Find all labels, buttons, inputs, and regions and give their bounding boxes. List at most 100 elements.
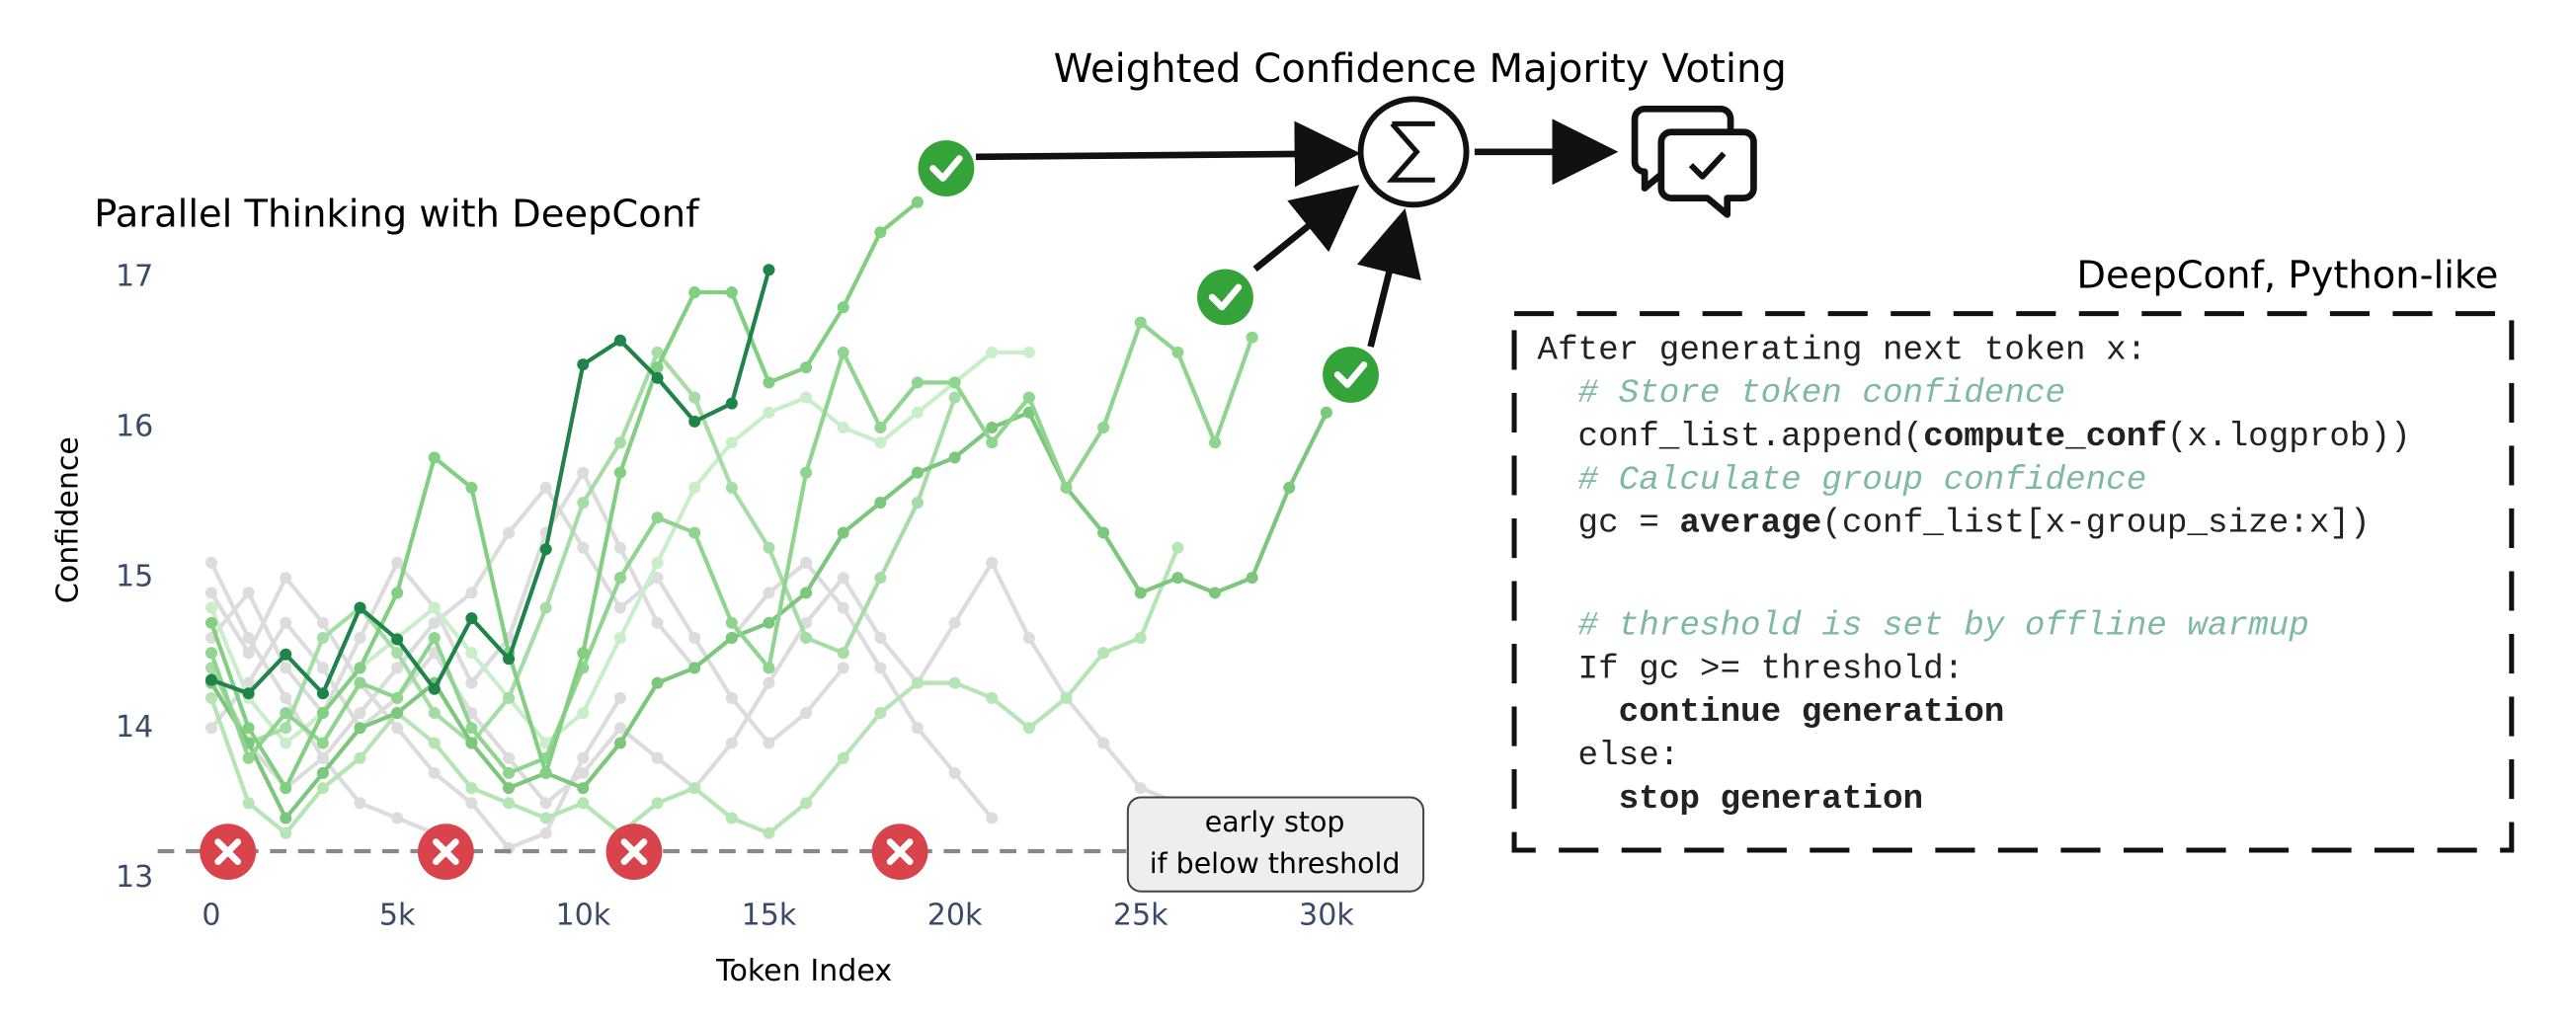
confidence-point bbox=[204, 722, 218, 735]
confidence-point bbox=[1171, 572, 1184, 585]
confidence-point bbox=[837, 301, 849, 314]
confidence-point bbox=[577, 707, 590, 720]
confidence-point bbox=[763, 406, 775, 419]
confidence-point bbox=[577, 766, 590, 779]
confidence-point bbox=[986, 556, 999, 569]
confidence-point bbox=[354, 676, 366, 689]
confidence-point bbox=[316, 687, 329, 700]
confidence-point bbox=[539, 826, 552, 839]
confidence-point bbox=[280, 737, 292, 749]
confidence-point bbox=[613, 466, 626, 479]
x-tick-label: 30k bbox=[1299, 898, 1354, 932]
confidence-point bbox=[911, 722, 924, 735]
series bbox=[204, 541, 1184, 839]
confidence-point bbox=[204, 691, 218, 704]
confidence-point bbox=[465, 797, 478, 810]
series bbox=[204, 406, 1332, 825]
confidence-point bbox=[874, 436, 887, 449]
code-segment: # Calculate group confidence bbox=[1537, 461, 2146, 500]
confidence-point bbox=[948, 376, 961, 389]
series bbox=[204, 196, 924, 795]
y-tick-label: 15 bbox=[116, 560, 153, 594]
confidence-point bbox=[204, 601, 218, 614]
confidence-point bbox=[577, 751, 590, 764]
confidence-point bbox=[391, 556, 404, 569]
code-title: DeepConf, Python-like bbox=[2076, 253, 2498, 297]
confidence-point bbox=[242, 797, 255, 810]
y-tick-label: 16 bbox=[116, 409, 153, 443]
confidence-point bbox=[613, 334, 626, 347]
confidence-point bbox=[613, 601, 626, 614]
x-tick-label: 10k bbox=[555, 898, 610, 932]
confidence-point bbox=[539, 543, 552, 556]
confidence-point bbox=[613, 541, 626, 554]
confidence-point bbox=[911, 376, 924, 389]
confidence-point bbox=[688, 415, 701, 428]
confidence-point bbox=[391, 722, 404, 735]
confidence-point bbox=[242, 687, 255, 700]
confidence-point bbox=[1022, 346, 1035, 358]
confidence-point bbox=[911, 196, 924, 208]
confidence-point bbox=[503, 653, 516, 666]
confidence-point bbox=[1097, 737, 1110, 749]
confidence-point bbox=[651, 616, 664, 629]
confidence-point bbox=[428, 766, 441, 779]
confidence-point bbox=[391, 812, 404, 825]
confidence-point bbox=[1209, 436, 1222, 449]
confidence-point bbox=[688, 391, 701, 404]
confidence-point bbox=[763, 737, 775, 749]
confidence-point bbox=[725, 397, 738, 410]
confidence-point bbox=[651, 511, 664, 524]
confidence-point bbox=[763, 616, 775, 629]
confidence-point bbox=[503, 526, 516, 539]
confidence-point bbox=[1320, 406, 1332, 419]
y-axis-label: Confidence bbox=[51, 436, 86, 603]
confidence-point bbox=[763, 676, 775, 689]
confidence-point bbox=[763, 541, 775, 554]
confidence-point bbox=[911, 466, 924, 479]
code-segment: # Store token confidence bbox=[1537, 374, 2065, 413]
code-segment: conf_list.append( bbox=[1537, 418, 1923, 456]
confidence-point bbox=[725, 691, 738, 704]
confidence-point bbox=[204, 616, 218, 629]
confidence-point bbox=[280, 691, 292, 704]
code-line: continue generation bbox=[1537, 693, 2004, 732]
confidence-point bbox=[1060, 691, 1073, 704]
confidence-point bbox=[391, 707, 404, 720]
confidence-point bbox=[354, 751, 366, 764]
confidence-point bbox=[503, 782, 516, 795]
confidence-point bbox=[725, 481, 738, 494]
confidence-point bbox=[837, 647, 849, 660]
confidence-point bbox=[613, 572, 626, 585]
confidence-point bbox=[204, 647, 218, 660]
confidence-point bbox=[242, 751, 255, 764]
confidence-point bbox=[316, 751, 329, 764]
confidence-point bbox=[948, 616, 961, 629]
confidence-point bbox=[204, 556, 218, 569]
confidence-point bbox=[280, 826, 292, 839]
confidence-point bbox=[688, 631, 701, 644]
confidence-point bbox=[874, 662, 887, 674]
confidence-line bbox=[209, 576, 622, 851]
confidence-point bbox=[354, 707, 366, 720]
confidence-point bbox=[539, 766, 552, 779]
confidence-point bbox=[391, 647, 404, 660]
sigma-icon bbox=[1386, 120, 1435, 183]
x-axis-label: Token Index bbox=[715, 954, 892, 988]
code-line: stop generation bbox=[1537, 780, 1923, 819]
confidence-point bbox=[280, 648, 292, 661]
confidence-point bbox=[800, 631, 813, 644]
confidence-point bbox=[465, 737, 478, 749]
confidence-point bbox=[1134, 316, 1147, 329]
confidence-point bbox=[986, 691, 999, 704]
x-tick-label: 0 bbox=[201, 898, 220, 932]
confidence-point bbox=[577, 466, 590, 479]
confidence-point bbox=[763, 826, 775, 839]
confidence-point bbox=[465, 612, 478, 625]
confidence-point bbox=[800, 556, 813, 569]
code-line: conf_list.append(compute_conf(x.logprob)… bbox=[1537, 418, 2410, 456]
confidence-point bbox=[316, 631, 329, 644]
confidence-point bbox=[242, 647, 255, 660]
confidence-point bbox=[837, 526, 849, 539]
